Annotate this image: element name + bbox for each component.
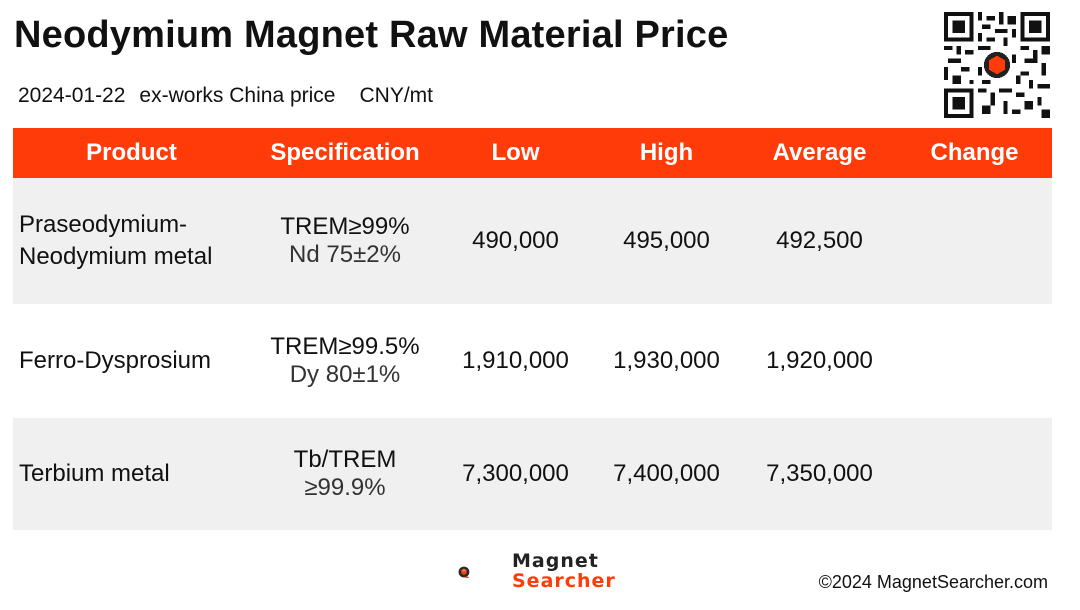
- product-name-line: Praseodymium-: [19, 211, 188, 238]
- magnet-searcher-logo-icon: [458, 566, 470, 578]
- price-unit: CNY/mt: [359, 84, 434, 107]
- logo-line-searcher: Searcher: [512, 570, 616, 592]
- high-price-cell: 1,930,000: [613, 347, 720, 374]
- specification-cell: TREM≥99.5% Dy 80±1%: [250, 333, 440, 389]
- table-row: Terbium metal Tb/TREM ≥99.9% 7,300,000 7…: [13, 418, 1052, 530]
- price-table: Product Specification Low High Average C…: [13, 128, 1052, 530]
- product-name-line: Terbium metal: [19, 460, 170, 487]
- header-high: High: [639, 139, 694, 166]
- product-name-line: Neodymium metal: [19, 243, 213, 270]
- high-price-cell: 7,400,000: [613, 460, 720, 487]
- price-date: 2024-01-22: [18, 84, 126, 107]
- spec-line: Nd 75±2%: [289, 241, 401, 268]
- product-name-line: Ferro-Dysprosium: [19, 347, 212, 374]
- average-price-cell: 1,920,000: [766, 347, 873, 374]
- qr-code-icon: [944, 12, 1050, 118]
- table-row: Ferro-Dysprosium TREM≥99.5% Dy 80±1% 1,9…: [13, 304, 1052, 418]
- page-title: Neodymium Magnet Raw Material Price: [14, 14, 729, 56]
- header-low: Low: [491, 139, 540, 166]
- header-specification: Specification: [270, 139, 420, 166]
- product-cell: Praseodymium- Neodymium metal: [13, 209, 250, 273]
- high-price-cell: 495,000: [623, 227, 710, 254]
- specification-cell: Tb/TREM ≥99.9%: [250, 446, 440, 502]
- spec-line: TREM≥99%: [280, 213, 410, 240]
- header-product: Product: [86, 139, 177, 166]
- average-price-cell: 7,350,000: [766, 460, 873, 487]
- spec-line: TREM≥99.5%: [270, 333, 420, 360]
- low-price-cell: 7,300,000: [462, 460, 569, 487]
- brand-logo-text: Magnet Searcher: [512, 551, 616, 591]
- header-change: Change: [930, 139, 1019, 166]
- logo-line-magnet: Magnet: [512, 550, 599, 572]
- product-cell: Terbium metal: [13, 458, 250, 490]
- spec-line: Dy 80±1%: [289, 361, 401, 388]
- spec-line: Tb/TREM: [293, 446, 397, 473]
- copyright: ©2024 MagnetSearcher.com: [818, 572, 1048, 592]
- specification-cell: TREM≥99% Nd 75±2%: [250, 213, 440, 269]
- subtitle: 2024-01-22 ex-works China price CNY/mt: [18, 84, 447, 108]
- product-cell: Ferro-Dysprosium: [13, 345, 250, 377]
- low-price-cell: 1,910,000: [462, 347, 569, 374]
- table-row: Praseodymium- Neodymium metal TREM≥99% N…: [13, 178, 1052, 304]
- low-price-cell: 490,000: [472, 227, 559, 254]
- table-header: Product Specification Low High Average C…: [13, 128, 1052, 178]
- spec-line: ≥99.9%: [304, 474, 386, 501]
- header-average: Average: [772, 139, 867, 166]
- price-basis: ex-works China price: [139, 84, 336, 107]
- average-price-cell: 492,500: [776, 227, 863, 254]
